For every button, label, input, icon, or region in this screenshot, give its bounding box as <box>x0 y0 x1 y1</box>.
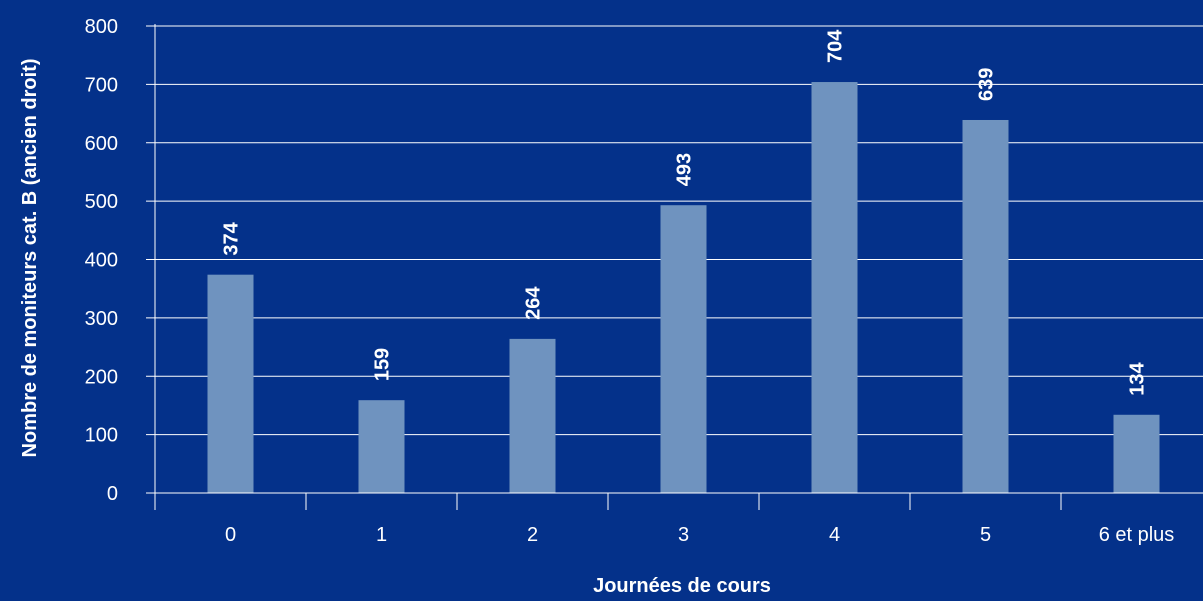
axes <box>146 24 1203 510</box>
x-tick-label: 5 <box>980 524 991 546</box>
y-tick-label: 500 <box>85 191 118 213</box>
x-tick-label: 4 <box>829 524 840 546</box>
bar-6-et-plus <box>1113 414 1160 493</box>
y-tick-label: 600 <box>85 133 118 155</box>
x-axis-title: Journées de cours <box>593 575 771 597</box>
data-label: 134 <box>1127 362 1149 396</box>
y-tick-label: 100 <box>85 425 118 447</box>
y-tick-label: 300 <box>85 308 118 330</box>
bar-3 <box>660 205 707 493</box>
x-tick-label: 3 <box>678 524 689 546</box>
y-axis-title: Nombre de moniteurs cat. B (ancien droit… <box>19 59 41 458</box>
data-label: 159 <box>372 348 394 381</box>
x-tick-label: 6 et plus <box>1099 524 1175 546</box>
bar-0 <box>207 274 254 493</box>
x-tick-label: 0 <box>225 524 236 546</box>
bar-5 <box>962 119 1009 493</box>
labels: 0 100 200 300 400 500 600 700 800 374 0 159 1 264 2 493… <box>85 16 1175 546</box>
y-tick-label: 800 <box>85 16 118 38</box>
data-label: 264 <box>523 286 545 320</box>
y-tick-label: 700 <box>85 74 118 96</box>
data-label: 374 <box>221 221 243 255</box>
x-tick-label: 2 <box>527 524 538 546</box>
y-tick-label: 0 <box>107 483 118 505</box>
data-label: 639 <box>976 68 998 101</box>
data-label: 493 <box>674 153 696 186</box>
bars <box>207 82 1160 493</box>
y-tick-label: 200 <box>85 366 118 388</box>
x-tick-label: 1 <box>376 524 387 546</box>
bar-1 <box>358 400 405 493</box>
data-label: 704 <box>825 29 847 63</box>
y-tick-label: 400 <box>85 250 118 272</box>
bar-2 <box>509 338 556 493</box>
bar-4 <box>811 82 858 493</box>
